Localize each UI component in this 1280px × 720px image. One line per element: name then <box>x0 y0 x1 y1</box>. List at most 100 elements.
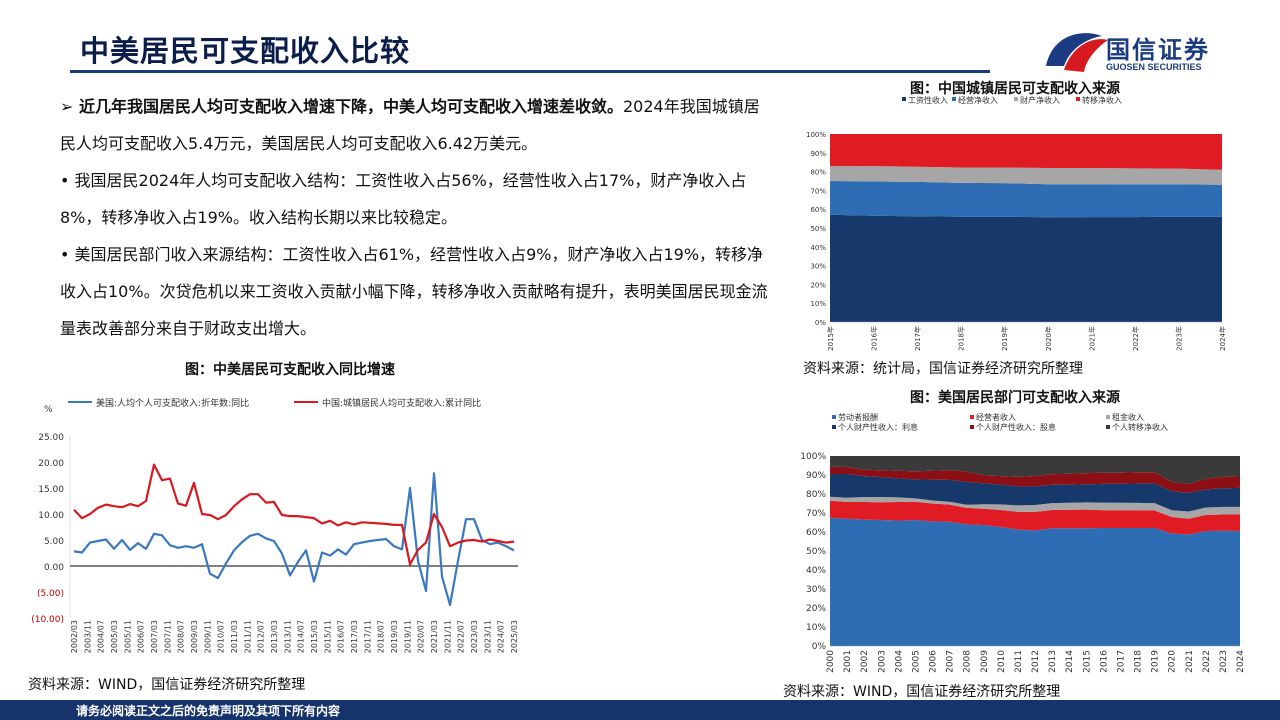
title-rule <box>70 70 990 73</box>
legend-label: 个人转移净收入 <box>1112 422 1168 432</box>
lead-bold: ➢ 近几年我国居民人均可支配收入增速下降，中美人均可支配收入增速差收敛。 <box>60 97 623 116</box>
x-tick-label: 2000 <box>826 650 836 673</box>
y-tick-label: (10.00) <box>31 615 64 625</box>
china-income-chart-source: 资料来源：统计局，国信证券经济研究所整理 <box>803 361 1083 377</box>
x-tick-label: 2022 <box>1202 650 1212 673</box>
page-title: 中美居民可支配收入比较 <box>80 34 411 68</box>
x-tick-label: 2020/07 <box>417 620 426 653</box>
area-4 <box>830 134 1222 170</box>
x-tick-label: 2014 <box>1065 650 1075 673</box>
logo-subtext: GUOSEN SECURITIES <box>1106 62 1202 72</box>
x-tick-label: 2020年 <box>1044 326 1053 351</box>
y-tick-label: 0% <box>815 319 826 327</box>
x-tick-label: 2005 <box>911 650 921 673</box>
y-tick-label: 80% <box>806 490 826 500</box>
x-tick-label: 2009/03 <box>190 620 199 653</box>
x-tick-label: 2008 <box>963 650 973 673</box>
x-tick-label: 2017 <box>1116 650 1126 673</box>
legend-label: 工资性收入 <box>908 95 948 105</box>
y-tick-label: 0% <box>812 642 827 652</box>
area-2 <box>830 181 1222 218</box>
x-tick-label: 2006/07 <box>137 620 146 653</box>
logo-mark-icon <box>1046 33 1108 72</box>
legend-swatch <box>1106 415 1110 419</box>
x-tick-label: 2009/11 <box>203 620 212 653</box>
y-tick-label: 5.00 <box>44 537 64 547</box>
x-tick-label: 2025/03 <box>510 620 519 653</box>
x-tick-label: 2019 <box>1151 650 1161 673</box>
x-tick-label: 2007/11 <box>163 620 172 653</box>
x-tick-label: 2009 <box>980 650 990 673</box>
x-tick-label: 2013/03 <box>270 620 279 653</box>
area-2 <box>830 500 1240 535</box>
x-tick-label: 2006 <box>929 650 939 673</box>
us-growth-line <box>73 472 515 607</box>
lead-paragraph: ➢ 近几年我国居民人均可支配收入增速下降，中美人均可支配收入增速差收敛。2024… <box>60 88 770 162</box>
x-tick-label: 2003 <box>877 650 887 673</box>
legend-swatch <box>970 415 974 419</box>
y-tick-label: 100% <box>806 131 826 139</box>
y-tick-label: 50% <box>806 547 826 557</box>
x-tick-label: 2007/03 <box>150 620 159 653</box>
y-tick-label: 30% <box>810 263 826 271</box>
x-tick-label: 2018 <box>1134 650 1144 673</box>
x-tick-label: 2020 <box>1168 650 1178 673</box>
us-income-chart-source: 资料来源：WIND，国信证券经济研究所整理 <box>783 684 1061 700</box>
y-tick-label: 10% <box>810 300 826 308</box>
y-tick-label: 15.00 <box>38 485 64 495</box>
us-income-chart-title: 图：美国居民部门可支配收入来源 <box>910 390 1120 406</box>
china-income-chart-title: 图：中国城镇居民可支配收入来源 <box>910 81 1120 97</box>
y-tick-label: 50% <box>810 225 826 233</box>
legend-swatch <box>1106 425 1110 429</box>
x-tick-label: 2019年 <box>1000 326 1009 351</box>
x-tick-label: 2013 <box>1048 650 1058 673</box>
legend-label: 中国:城镇居民人均可支配收入:累计同比 <box>322 397 481 409</box>
legend-label: 财产净收入 <box>1020 95 1060 105</box>
y-tick-label: 30% <box>806 585 826 595</box>
y-tick-label: 40% <box>810 244 826 252</box>
legend-label: 经营净收入 <box>958 95 998 105</box>
x-tick-label: 2003/11 <box>83 620 92 653</box>
x-tick-label: 2001 <box>843 650 853 673</box>
footer-disclaimer: 请务必阅读正文之后的免责声明及其项下所有内容 <box>76 704 341 718</box>
x-tick-label: 2011/03 <box>230 620 239 653</box>
legend-swatch <box>952 97 956 101</box>
y-tick-label: 20% <box>806 604 826 614</box>
legend-label: 个人财产性收入：股息 <box>976 422 1056 432</box>
x-tick-label: 2011/11 <box>243 620 252 653</box>
x-tick-label: 2023/11 <box>483 620 492 653</box>
x-tick-label: 2018/07 <box>377 620 386 653</box>
x-tick-label: 2013/11 <box>283 620 292 653</box>
x-tick-label: 2015年 <box>826 326 835 351</box>
x-tick-label: 2021/11 <box>443 620 452 653</box>
lead-rest: 2024年我国城镇居民人均可支配收入5.4万元，美国居民人均可支配收入6.42万… <box>60 97 760 153</box>
legend-swatch <box>902 97 906 101</box>
x-tick-label: 2014/07 <box>297 620 306 653</box>
y-tick-label: 10% <box>806 623 826 633</box>
y-tick-label: 90% <box>810 150 826 158</box>
x-tick-label: 2024 <box>1236 650 1246 673</box>
text-body: ➢ 近几年我国居民人均可支配收入增速下降，中美人均可支配收入增速差收敛。2024… <box>60 88 770 347</box>
x-tick-label: 2004/07 <box>97 620 106 653</box>
x-tick-label: 2012/07 <box>257 620 266 653</box>
x-tick-label: 2019/03 <box>390 620 399 653</box>
x-tick-label: 2017/03 <box>350 620 359 653</box>
y-tick-label: 20% <box>810 281 826 289</box>
footer-bar <box>0 700 1280 720</box>
x-tick-label: 2007 <box>946 650 956 673</box>
y-tick-label: 10.00 <box>38 511 64 521</box>
x-tick-label: 2021/03 <box>430 620 439 653</box>
y-tick-label: (5.00) <box>37 589 64 599</box>
legend-swatch <box>832 415 836 419</box>
y-tick-label: 25.00 <box>38 433 64 443</box>
x-tick-label: 2017/11 <box>363 620 372 653</box>
china-income-area-chart: 100% 90% 80% 70% 60% 50% 40% 30% 20% 10% 0%2015年 20… <box>806 95 1227 351</box>
x-tick-label: 2019/11 <box>403 620 412 653</box>
y-tick-label: 40% <box>806 566 826 576</box>
x-tick-label: 2022年 <box>1131 326 1140 351</box>
x-tick-label: 2010 <box>997 650 1007 673</box>
bullet-us-structure: • 美国居民部门收入来源结构：工资性收入占61%，经营性收入占9%，财产净收入占… <box>60 245 768 338</box>
area-6 <box>830 456 1240 484</box>
x-tick-label: 2004 <box>894 650 904 673</box>
x-tick-label: 2015/03 <box>310 620 319 653</box>
